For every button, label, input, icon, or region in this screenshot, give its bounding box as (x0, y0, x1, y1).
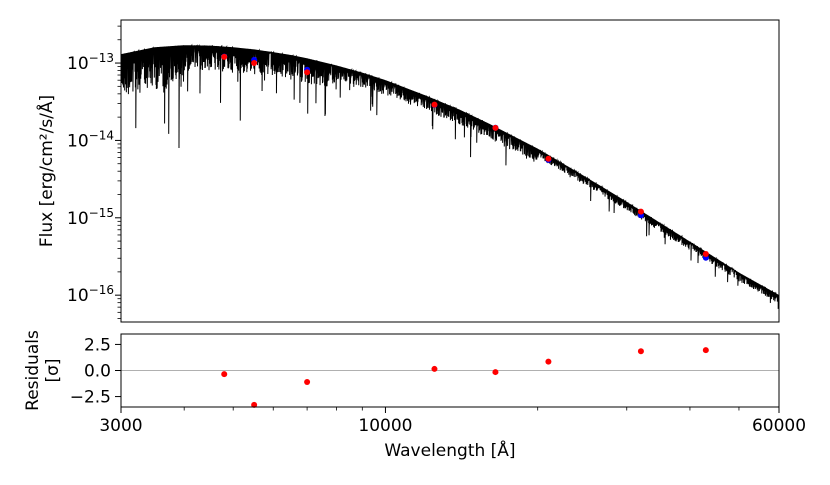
sed-y-ticks (115, 25, 121, 319)
sed-y-tick-labels: 10−13 10−14 10−15 10−16 (67, 51, 114, 306)
residual-y-tick-label: −2.5 (70, 388, 111, 408)
sed-panel: 10−13 10−14 10−15 10−16 Flux [erg/cm²/s/Å] (35, 19, 780, 323)
residual-point (492, 369, 499, 376)
observed-photometry-point (702, 251, 709, 258)
model-spectrum-path (120, 43, 780, 309)
residual-point (431, 365, 438, 372)
observed-photometry-point (251, 60, 258, 67)
photometry-points (221, 53, 709, 261)
observed-photometry-point (221, 53, 228, 60)
x-tick-label: 3000 (99, 416, 142, 436)
observed-photometry-point (431, 101, 438, 108)
residual-point (702, 347, 709, 354)
x-tick-labels: 3000 10000 60000 (99, 416, 806, 436)
residual-point (545, 358, 552, 365)
x-tick-label: 10000 (358, 416, 412, 436)
sed-y-axis-label: Flux [erg/cm²/s/Å] (35, 95, 57, 247)
observed-photometry-point (492, 124, 499, 131)
residual-point (251, 401, 258, 408)
sed-y-tick-label: 10−15 (67, 206, 114, 229)
residual-point (637, 348, 644, 355)
observed-photometry-point (545, 155, 552, 162)
residual-y-tick-labels: 2.5 0.0 −2.5 (70, 335, 111, 407)
residual-points (221, 347, 709, 408)
model-spectrum-line (120, 43, 780, 309)
residual-y-axis-label-line1: Residuals (23, 330, 43, 411)
residuals-panel: 2.50.0−2.5 3000 10000 60000 Residuals [σ] … (23, 330, 806, 461)
sed-plot-frame (120, 19, 780, 323)
sed-y-tick-label: 10−13 (67, 51, 114, 74)
residual-point (221, 371, 228, 378)
observed-photometry-point (637, 208, 644, 215)
residual-point (304, 378, 311, 385)
sed-y-tick-label: 10−14 (67, 128, 114, 151)
sed-y-tick-label: 10−16 (67, 283, 114, 306)
x-axis-label: Wavelength [Å] (384, 439, 515, 461)
residual-y-ticks (115, 343, 121, 398)
observed-photometry-point (304, 69, 311, 76)
residual-y-tick-label: 2.5 (84, 335, 111, 355)
x-ticks (120, 407, 780, 413)
residual-y-axis-label-line2: [σ] (43, 358, 63, 382)
x-tick-label: 60000 (752, 416, 806, 436)
residual-y-tick-label: 0.0 (84, 362, 111, 382)
